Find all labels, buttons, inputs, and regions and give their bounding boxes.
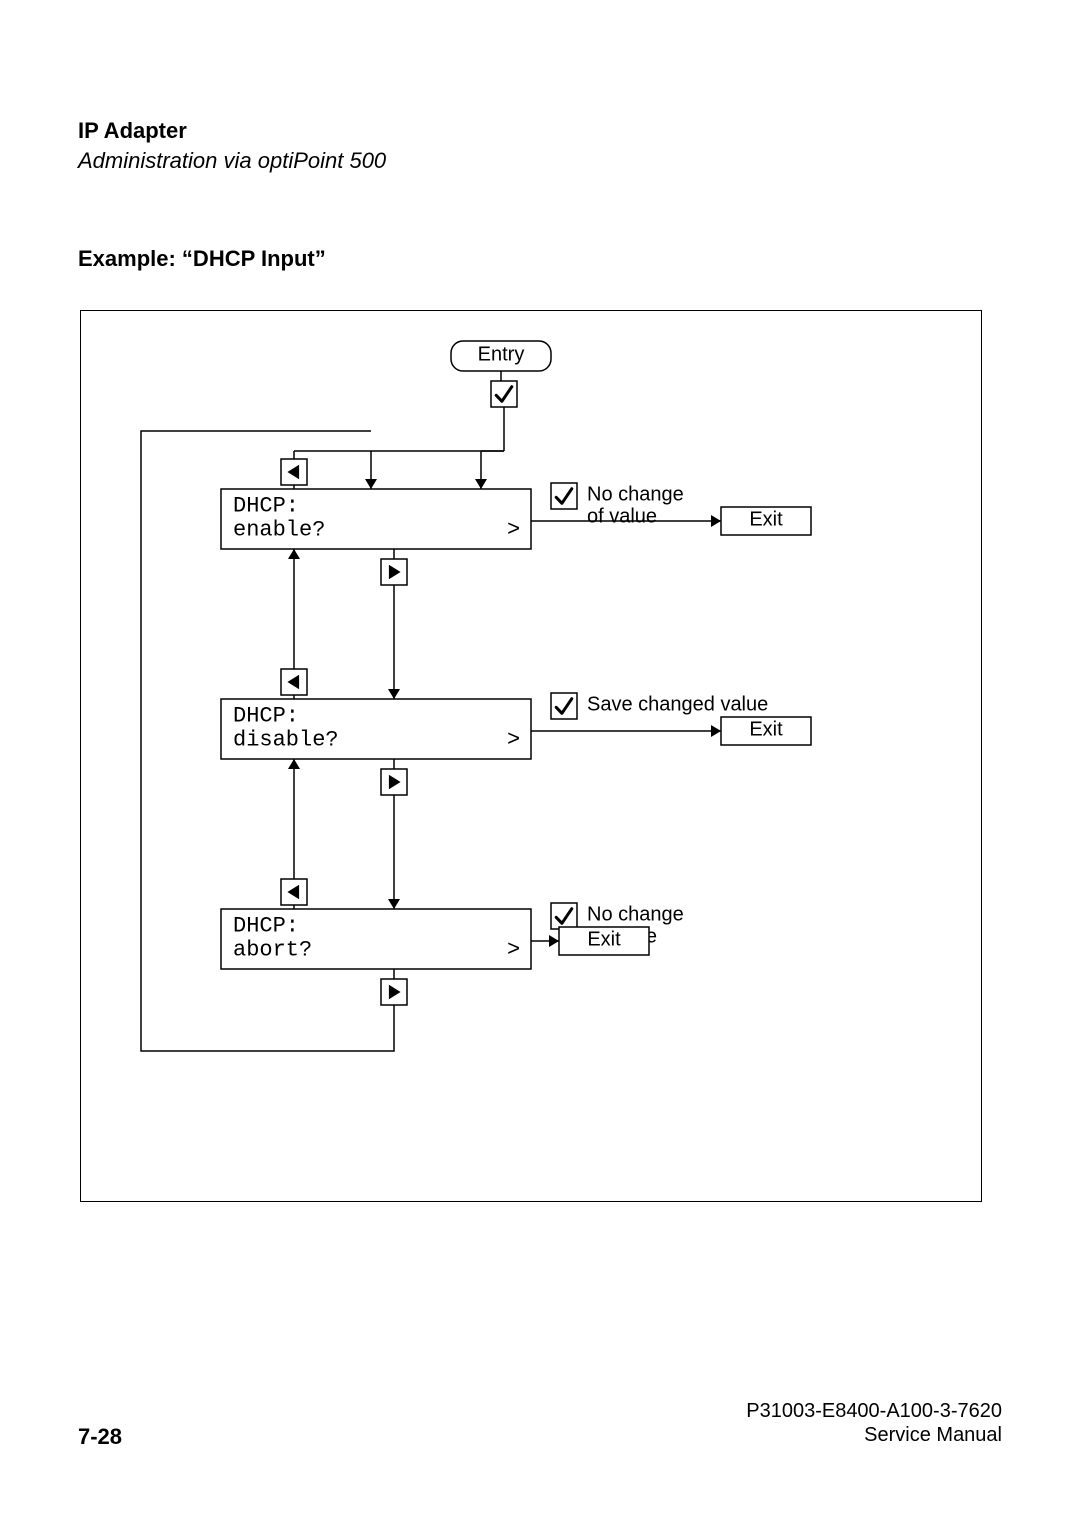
page: IP Adapter Administration via optiPoint …: [0, 0, 1080, 1528]
footer-page-number: 7-28: [78, 1424, 122, 1450]
svg-text:Entry: Entry: [478, 344, 525, 366]
svg-text:Exit: Exit: [749, 719, 783, 741]
svg-text:DHCP:: DHCP:: [233, 493, 299, 518]
svg-text:Exit: Exit: [587, 929, 621, 951]
header-subtitle: Administration via optiPoint 500: [78, 148, 386, 174]
svg-text:of value: of value: [587, 506, 657, 528]
svg-text:No change: No change: [587, 484, 684, 506]
svg-text:disable?: disable?: [233, 727, 339, 752]
footer-doc-id: P31003-E8400-A100-3-7620: [746, 1400, 1002, 1423]
svg-text:No change: No change: [587, 904, 684, 926]
svg-text:DHCP:: DHCP:: [233, 703, 299, 728]
svg-text:DHCP:: DHCP:: [233, 913, 299, 938]
svg-text:enable?: enable?: [233, 517, 325, 542]
header-title: IP Adapter: [78, 118, 187, 144]
svg-text:Save changed value: Save changed value: [587, 694, 768, 716]
svg-text:abort?: abort?: [233, 937, 312, 962]
section-title: Example: “DHCP Input”: [78, 246, 326, 272]
svg-text:>: >: [507, 517, 520, 542]
footer-manual: Service Manual: [864, 1424, 1002, 1447]
svg-text:>: >: [507, 727, 520, 752]
flow-diagram: EntryDHCP:enable?>No changeof valueExitD…: [81, 311, 981, 1201]
svg-text:>: >: [507, 937, 520, 962]
diagram-frame: EntryDHCP:enable?>No changeof valueExitD…: [80, 310, 982, 1202]
svg-text:Exit: Exit: [749, 509, 783, 531]
